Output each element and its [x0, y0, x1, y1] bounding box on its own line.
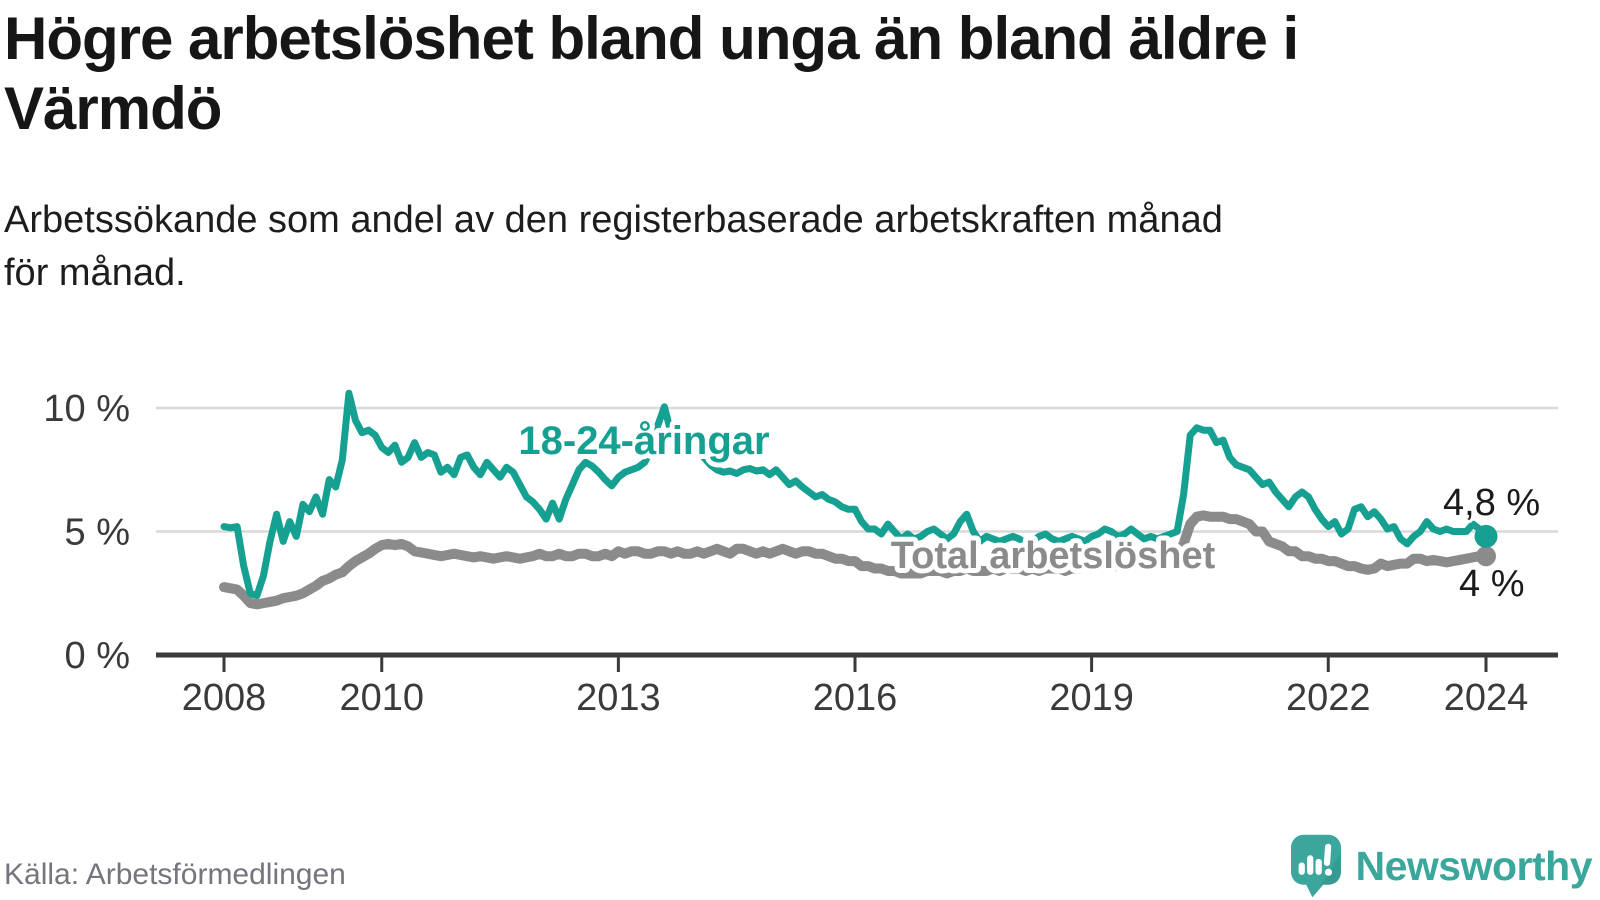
page-title: Högre arbetslöshet bland unga än bland ä…: [4, 4, 1564, 144]
x-axis-tick-label: 2019: [1049, 677, 1134, 719]
y-axis-tick-label: 10 %: [43, 388, 130, 430]
chart-line-18-24: [220, 389, 1490, 600]
x-axis-tick-label: 2024: [1444, 677, 1529, 719]
x-axis-tick-label: 2013: [576, 677, 661, 719]
x-axis-tick-label: 2008: [182, 677, 267, 719]
page-title-line1: Högre arbetslöshet bland unga än bland ä…: [4, 5, 1299, 72]
end-dot-18-24: [1474, 524, 1498, 548]
y-axis-labels-layer: 10 % 5 % 0 %: [43, 388, 130, 677]
end-dot-total: [1476, 546, 1496, 567]
end-value-label-18-24: 4,8 %: [1443, 482, 1540, 524]
end-value-labels-layer: 4,8 % 4 %: [1440, 479, 1543, 608]
brand-name: Newsworthy: [1355, 842, 1593, 889]
chart-subtitle-line2: för månad.: [4, 252, 186, 294]
bar-chart-glyph: [1298, 843, 1332, 876]
x-axis-layer: 2008 2010 2013 2016 2019 2022 2024: [156, 652, 1558, 719]
series-lines-layer: [219, 389, 1491, 610]
x-axis-tick-label: 2016: [813, 677, 898, 719]
exclamation-bar: [1323, 843, 1331, 866]
series-labels-layer: 18-24-åringar Total arbetslöshet: [513, 414, 1220, 582]
exclamation-dot: [1324, 868, 1332, 876]
series-label-total: Total arbetslöshet: [891, 535, 1216, 577]
chart-subtitle-line1: Arbetssökande som andel av den registerb…: [4, 199, 1223, 241]
y-axis-tick-label: 0 %: [65, 635, 130, 677]
end-value-label-total: 4 %: [1459, 563, 1524, 605]
end-dots-layer: [1474, 524, 1498, 567]
x-axis-tick-label: 2022: [1286, 677, 1371, 719]
brand-logo: Newsworthy: [1289, 832, 1593, 900]
chart-subtitle: Arbetssökande som andel av den registerb…: [4, 194, 1564, 300]
chart-line-total: [219, 510, 1491, 610]
newsworthy-logo-icon: [1290, 834, 1341, 898]
y-axis-tick-label: 5 %: [65, 512, 130, 554]
series-label-18-24: 18-24-åringar: [518, 419, 769, 463]
x-axis-tick-label: 2010: [339, 677, 424, 719]
page-title-line2: Värmdö: [4, 75, 222, 142]
source-note: Källa: Arbetsförmedlingen: [4, 858, 346, 891]
gridlines-layer: [156, 406, 1558, 533]
